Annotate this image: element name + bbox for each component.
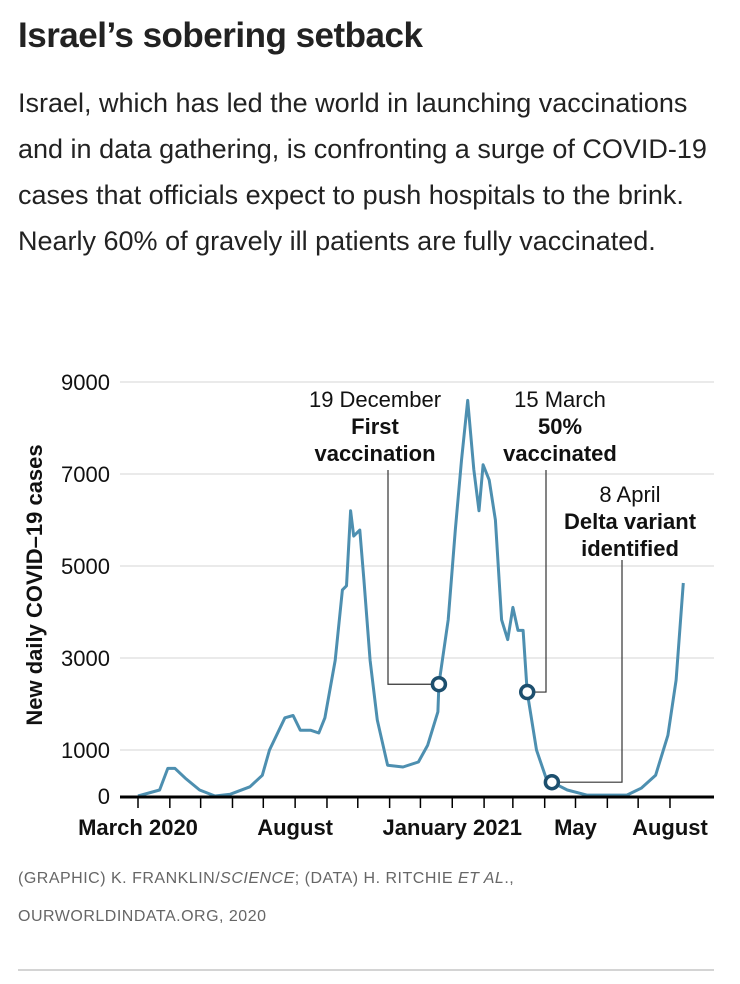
annotation-leader-line [551,560,623,783]
annotation-marker [518,683,536,701]
annotation-text: vaccination [314,441,435,466]
x-tick-label: August [632,815,708,840]
annotation-leader-line [387,470,439,685]
credit-data: ; (DATA) H. RITCHIE [294,870,458,887]
x-tick-label: May [554,815,598,840]
x-tick-label: January 2021 [383,815,522,840]
chart-title: Israel’s sobering setback [18,16,423,55]
series-line [137,398,685,798]
annotation-text: First [351,414,399,439]
credit-science: SCIENCE [220,870,295,887]
annotation-leader-line [527,470,547,693]
credit-line-1: (GRAPHIC) K. FRANKLIN/SCIENCE; (DATA) H.… [18,870,514,888]
credit-punct: ., [504,870,515,887]
credit-line-2: OURWORLDINDATA.ORG, 2020 [18,908,267,925]
chart-description: Israel, which has led the world in launc… [18,88,707,256]
y-axis-label: New daily COVID–19 cases [22,444,47,725]
annotation-date: 19 December [309,387,441,412]
y-tick-label: 5000 [61,554,110,579]
annotation-text: vaccinated [503,441,617,466]
y-tick-label: 3000 [61,646,110,671]
annotation-marker [430,675,448,693]
annotation-text: Delta variant [564,509,697,534]
x-tick-label: March 2020 [78,815,198,840]
divider [18,969,714,971]
y-tick-label: 0 [98,784,110,809]
annotation-text: identified [581,536,679,561]
y-tick-label: 1000 [61,738,110,763]
credit-etal: ET AL [457,870,505,887]
credit-graphic: (GRAPHIC) K. FRANKLIN/ [18,870,221,887]
y-tick-label: 7000 [61,462,110,487]
annotation-date: 15 March [514,387,606,412]
y-tick-label: 9000 [61,370,110,395]
annotation-text: 50% [538,414,582,439]
x-tick-label: August [257,815,333,840]
line-chart: 0 1000 3000 5000 7000 9000 New daily COVID–19… [22,370,714,840]
annotation-date: 8 April [599,482,660,507]
annotation-marker [543,773,561,791]
